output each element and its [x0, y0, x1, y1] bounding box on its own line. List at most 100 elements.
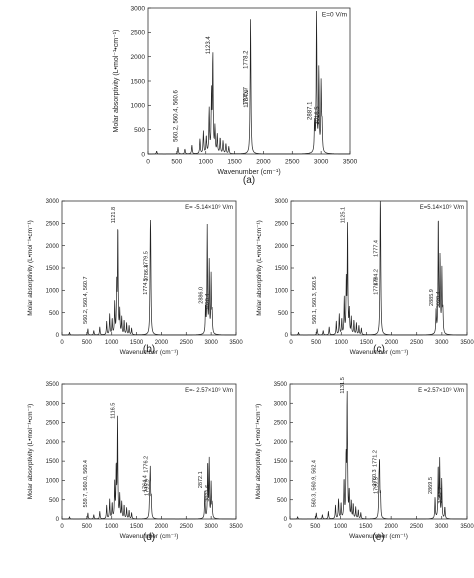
x-tick-label: 500 — [311, 340, 322, 346]
x-tick-label: 2000 — [384, 524, 398, 530]
x-tick-label: 2500 — [410, 340, 424, 346]
y-tick-label: 0 — [56, 333, 60, 339]
y-tick-label: 500 — [49, 498, 60, 504]
spectrum-line — [62, 219, 236, 336]
y-tick-label: 2500 — [131, 30, 146, 37]
y-tick-label: 0 — [56, 517, 60, 523]
peak-label: 1771.2 — [373, 450, 379, 467]
x-axis-label: Wavenumber (cm⁻¹) — [120, 349, 179, 356]
y-tick-label: 2500 — [274, 421, 288, 427]
x-tick-label: 500 — [82, 524, 93, 530]
plot-frame — [289, 383, 468, 520]
spectrum-line — [148, 10, 350, 155]
spectrum-line — [291, 200, 467, 336]
y-tick-label: 500 — [278, 311, 289, 317]
peak-label: 1775.7 — [243, 86, 249, 105]
y-tick-label: 3500 — [46, 382, 60, 388]
x-tick-label: 2000 — [155, 524, 169, 530]
y-tick-label: 2500 — [275, 221, 289, 227]
y-tick-label: 1500 — [46, 459, 60, 465]
peak-label: 1121.8 — [111, 207, 117, 223]
legend-text: E= -5.14×10⁹ V/m — [185, 204, 233, 211]
x-tick-label: 0 — [60, 524, 64, 530]
peak-label: 3016.5 — [315, 106, 321, 125]
y-tick-label: 1500 — [275, 266, 289, 272]
spectrum-line — [62, 415, 236, 520]
x-tick-label: 2500 — [180, 524, 194, 530]
peak-label: 1784.2 — [374, 269, 380, 286]
peak-label: 1786.4 — [144, 265, 150, 282]
peak-label: 1774.9 — [373, 278, 379, 295]
y-tick-label: 1000 — [275, 288, 289, 294]
x-tick-label: 1500 — [359, 524, 373, 530]
peak-label: 1777.4 — [373, 240, 379, 257]
y-tick-label: 3000 — [46, 401, 60, 407]
panel-label: (d) — [143, 532, 155, 543]
y-tick-label: 2000 — [274, 440, 288, 446]
x-tick-label: 500 — [171, 159, 182, 166]
y-tick-label: 1500 — [274, 459, 288, 465]
x-tick-label: 1000 — [105, 340, 119, 346]
y-tick-label: 0 — [285, 333, 289, 339]
x-tick-label: 1500 — [130, 524, 144, 530]
peak-label: 1778.2 — [244, 50, 250, 69]
plot-frame — [61, 383, 237, 520]
peak-label: 1764.4 — [143, 475, 149, 492]
y-axis-label: Molar absorptivity (L•mol⁻¹•cm⁻¹) — [256, 220, 263, 316]
peak-label: 2869.5 — [428, 477, 434, 494]
peak-label: 1776.2 — [143, 456, 149, 473]
peak-label: 1774.5 — [143, 278, 149, 295]
y-tick-label: 500 — [277, 498, 288, 504]
x-tick-label: 1000 — [334, 524, 348, 530]
peak-label: 2886.0 — [198, 287, 204, 304]
y-tick-label: 500 — [49, 311, 60, 317]
x-tick-label: 0 — [60, 340, 64, 346]
peak-label: 1779.5 — [143, 251, 149, 268]
panel-label: (e) — [372, 532, 384, 543]
x-axis-label: Wavenumber (cm⁻¹) — [120, 533, 179, 540]
y-tick-label: 2000 — [46, 440, 60, 446]
y-tick-label: 2500 — [46, 221, 60, 227]
x-tick-label: 3000 — [204, 524, 218, 530]
x-tick-label: 3000 — [314, 159, 329, 166]
x-tick-label: 1500 — [360, 340, 374, 346]
peak-label: 2872.1 — [198, 471, 204, 488]
y-tick-label: 1000 — [46, 479, 60, 485]
peak-label: 1116.5 — [110, 403, 116, 419]
x-tick-label: 2000 — [256, 159, 271, 166]
peak-label: 1123.4 — [206, 36, 212, 55]
peak-label: 559.7, 560.0, 560.4 — [83, 460, 89, 507]
x-tick-label: 2000 — [155, 340, 169, 346]
peak-label: 560.2, 560.4, 560.6 — [173, 89, 179, 141]
peak-label: 3062.2 — [438, 487, 444, 504]
peak-label: 560.1, 560.3, 560.5 — [312, 276, 318, 323]
y-tick-label: 500 — [134, 127, 145, 134]
peak-label: 3021.6 — [205, 485, 211, 502]
y-tick-label: 0 — [141, 151, 145, 158]
x-tick-label: 3500 — [229, 340, 243, 346]
x-tick-label: 3500 — [343, 159, 358, 166]
spectrum-line — [290, 390, 467, 520]
x-tick-label: 1000 — [335, 340, 349, 346]
y-tick-label: 3500 — [274, 382, 288, 388]
legend-text: E=0 V/m — [322, 12, 347, 19]
panel-label: (b) — [143, 344, 155, 355]
y-tick-label: 3000 — [275, 199, 289, 205]
peak-label: 1760.3 — [372, 469, 378, 486]
x-axis-label: Wavenumber (cm⁻¹) — [217, 169, 280, 176]
y-axis-label: Molar absorptivity (L•mol⁻¹•cm⁻¹) — [27, 220, 34, 316]
y-tick-label: 1500 — [46, 266, 60, 272]
x-tick-label: 3000 — [435, 340, 449, 346]
y-tick-label: 2000 — [46, 244, 60, 250]
y-tick-label: 1000 — [46, 288, 60, 294]
x-tick-label: 1500 — [227, 159, 242, 166]
x-tick-label: 1000 — [198, 159, 213, 166]
y-tick-label: 3000 — [46, 199, 60, 205]
x-axis-label: Wavenumber (cm⁻¹) — [350, 349, 409, 356]
y-tick-label: 0 — [284, 517, 288, 523]
peak-label: 1790.5 — [374, 477, 380, 494]
peak-label: 1784.9 — [244, 89, 250, 108]
x-tick-label: 3000 — [435, 524, 449, 530]
panel-label: (a) — [243, 175, 255, 186]
